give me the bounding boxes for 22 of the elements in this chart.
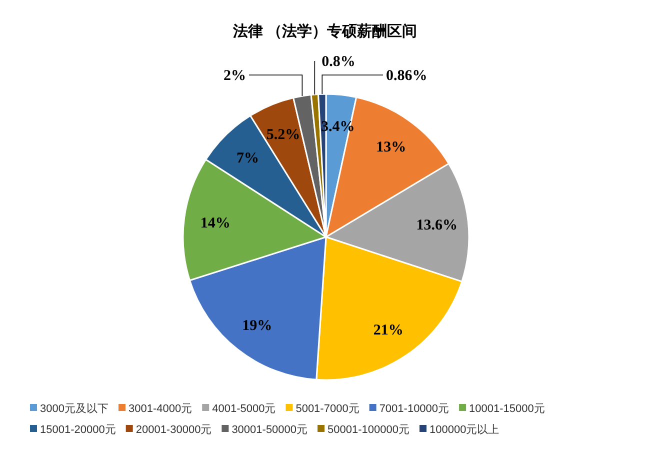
legend-label: 15001-20000元 [40,424,116,436]
data-label: 7% [236,150,259,167]
legend-label: 20001-30000元 [136,424,212,436]
data-label: 14% [200,215,230,232]
legend-label: 5001-7000元 [296,403,360,415]
legend-label: 30001-50000元 [232,424,308,436]
data-label: 13% [376,139,406,156]
legend-label: 50001-100000元 [328,424,410,436]
legend-label: 3000元及以下 [40,402,108,415]
data-label: 0.86% [386,68,428,84]
legend-label: 7001-10000元 [379,403,450,415]
data-label: 2% [224,68,246,84]
legend-label: 3001-4000元 [128,403,192,415]
legend-label: 4001-5000元 [212,403,276,415]
chart-title: 法律 （法学）专硕薪酬区间 [232,23,417,40]
data-label: 19% [242,318,272,334]
data-label: 13.6% [416,218,458,234]
data-label: 5.2% [266,127,300,143]
data-label: 21% [373,322,404,338]
data-label: 0.8% [322,54,356,70]
legend-label: 100000元以上 [430,423,500,436]
legend-label: 10001-15000元 [469,403,545,415]
